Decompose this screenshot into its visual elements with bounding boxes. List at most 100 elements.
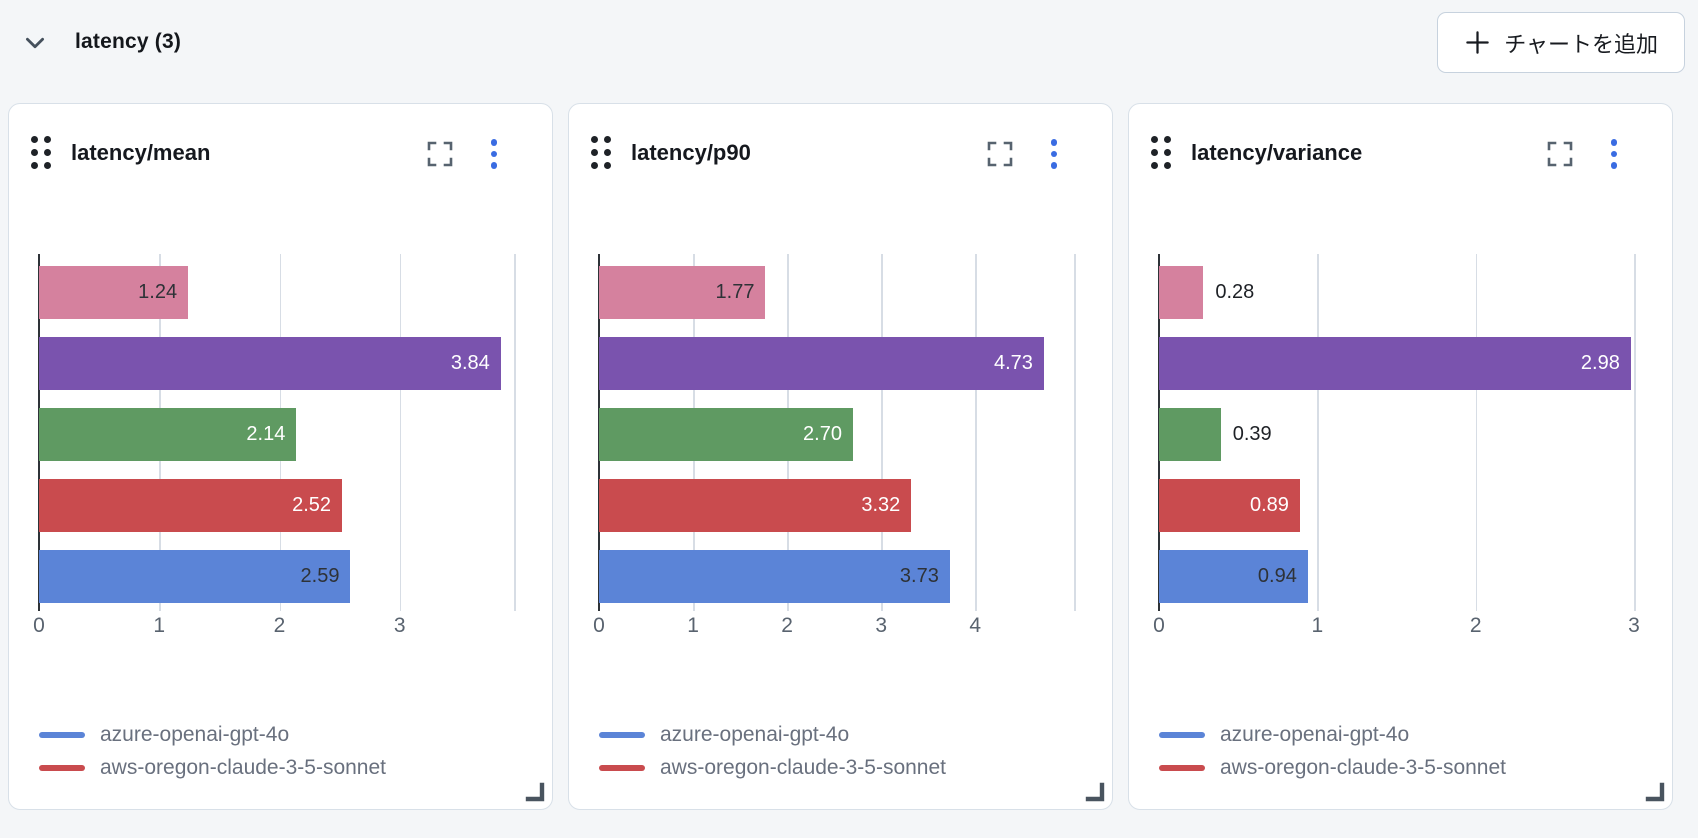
bar-chart: 0.28 2.98 0.39 0.89 0.94 0 1 2 3: [1153, 254, 1640, 637]
bar-value-label: 0.89: [1249, 494, 1289, 516]
chart-panel: latency/p90 1.77 4.73 2.70 3.32 3.73 0 1 2 3 4 az…: [568, 103, 1113, 810]
bar[interactable]: 2.70: [599, 408, 853, 461]
fullscreen-icon[interactable]: [424, 138, 456, 170]
panel-title: latency/variance: [1191, 140, 1363, 165]
bar-value-label: 2.14: [246, 423, 286, 445]
drag-handle-icon[interactable]: [591, 136, 611, 169]
kebab-menu-icon[interactable]: [484, 136, 504, 172]
panel-header: latency/variance: [1129, 134, 1672, 174]
panel-title: latency/mean: [71, 140, 211, 165]
legend-item[interactable]: azure-openai-gpt-4o: [1159, 718, 1506, 751]
bar-value-label: 3.84: [450, 352, 490, 374]
fullscreen-icon[interactable]: [1544, 138, 1576, 170]
x-axis-tick-label: 1: [1311, 614, 1324, 637]
legend-label: aws-oregon-claude-3-5-sonnet: [1220, 755, 1506, 779]
bar[interactable]: 2.14: [39, 408, 297, 461]
gridline: [1634, 254, 1636, 611]
bar[interactable]: 1.24: [39, 266, 189, 319]
add-chart-button-label: チャートを追加: [1504, 31, 1658, 57]
bar-value-label: 2.98: [1580, 352, 1620, 374]
drag-handle-icon[interactable]: [1151, 136, 1171, 169]
chart-panel: latency/mean 1.24 3.84 2.14 2.52 2.59 0 1 2 3 az…: [8, 103, 553, 810]
kebab-menu-icon[interactable]: [1604, 136, 1624, 172]
chart-legend: azure-openai-gpt-4o aws-oregon-claude-3-5…: [1159, 718, 1506, 784]
gridline: [1475, 254, 1478, 611]
section-title: latency (3): [75, 30, 182, 53]
x-axis-tick-label: 3: [1628, 614, 1640, 637]
legend-item[interactable]: aws-oregon-claude-3-5-sonnet: [1159, 751, 1506, 784]
bar[interactable]: 1.77: [599, 266, 766, 319]
x-axis-tick-label: 2: [1469, 614, 1482, 637]
x-axis-tick-label: 0: [593, 614, 605, 637]
section-header: latency (3) チャートを追加: [0, 0, 1698, 103]
bar-value-label: 1.77: [715, 281, 755, 303]
add-chart-button[interactable]: チャートを追加: [1437, 12, 1685, 73]
resize-handle-icon[interactable]: [1645, 782, 1665, 802]
legend-swatch: [39, 764, 85, 771]
plus-icon: [1466, 31, 1489, 54]
legend-item[interactable]: azure-openai-gpt-4o: [39, 718, 386, 751]
x-axis-tick-label: 2: [781, 614, 793, 637]
bar[interactable]: 4.73: [599, 337, 1044, 390]
bar-value-label: 2.59: [300, 565, 340, 587]
bar-value-label: 0.94: [1257, 565, 1297, 587]
bar[interactable]: [1159, 266, 1204, 319]
gridline: [975, 254, 977, 611]
legend-item[interactable]: aws-oregon-claude-3-5-sonnet: [599, 751, 946, 784]
chevron-down-icon: [26, 37, 44, 49]
panels-grid: latency/mean 1.24 3.84 2.14 2.52 2.59 0 1 2 3 az…: [8, 103, 1673, 810]
x-axis-tick-label: 3: [393, 614, 406, 637]
bar[interactable]: 0.94: [1159, 550, 1308, 603]
x-axis-tick-label: 1: [153, 614, 166, 637]
bar[interactable]: 3.84: [39, 337, 501, 390]
bar[interactable]: 2.52: [39, 479, 343, 532]
gridline: [399, 254, 402, 611]
legend-item[interactable]: aws-oregon-claude-3-5-sonnet: [39, 751, 386, 784]
legend-item[interactable]: azure-openai-gpt-4o: [599, 718, 946, 751]
bar-chart: 1.24 3.84 2.14 2.52 2.59 0 1 2 3: [33, 254, 516, 637]
legend-swatch: [39, 731, 85, 738]
bar-chart: 1.77 4.73 2.70 3.32 3.73 0 1 2 3 4: [593, 254, 1076, 637]
bar-value-label: 3.73: [899, 565, 939, 587]
legend-label: azure-openai-gpt-4o: [660, 722, 850, 746]
fullscreen-icon[interactable]: [984, 138, 1016, 170]
x-axis-tick-label: 3: [875, 614, 888, 637]
bar[interactable]: [1159, 408, 1221, 461]
drag-handle-icon[interactable]: [31, 136, 51, 169]
x-axis-tick-label: 0: [1153, 614, 1165, 637]
gridline: [881, 254, 883, 611]
bar-value-label: 0.28: [1215, 281, 1255, 303]
resize-handle-icon[interactable]: [1085, 782, 1105, 802]
chart-legend: azure-openai-gpt-4o aws-oregon-claude-3-5…: [39, 718, 386, 784]
resize-handle-icon[interactable]: [525, 782, 545, 802]
panel-title: latency/p90: [631, 140, 751, 165]
kebab-menu-icon[interactable]: [1044, 136, 1064, 172]
bar[interactable]: 0.89: [1159, 479, 1300, 532]
bar[interactable]: 2.98: [1159, 337, 1631, 390]
bar-value-label: 3.32: [861, 494, 901, 516]
gridline: [514, 254, 516, 611]
legend-swatch: [1159, 731, 1205, 738]
legend-swatch: [599, 731, 645, 738]
bar-value-label: 4.73: [993, 352, 1033, 374]
bar-value-label: 1.24: [138, 281, 178, 303]
chart-panel: latency/variance 0.28 2.98 0.39 0.89 0.94 0 1 2…: [1128, 103, 1673, 810]
legend-label: aws-oregon-claude-3-5-sonnet: [660, 755, 946, 779]
collapse-section-button[interactable]: [18, 26, 52, 60]
legend-label: azure-openai-gpt-4o: [100, 722, 290, 746]
legend-label: aws-oregon-claude-3-5-sonnet: [100, 755, 386, 779]
x-axis-tick-label: 4: [969, 614, 982, 637]
x-axis-tick-label: 1: [687, 614, 699, 637]
bar[interactable]: 2.59: [39, 550, 351, 603]
chart-legend: azure-openai-gpt-4o aws-oregon-claude-3-5…: [599, 718, 946, 784]
bar[interactable]: 3.73: [599, 550, 950, 603]
bar-value-label: 0.39: [1232, 423, 1272, 445]
legend-swatch: [599, 764, 645, 771]
legend-swatch: [1159, 764, 1205, 771]
legend-label: azure-openai-gpt-4o: [1220, 722, 1410, 746]
x-axis-tick-label: 0: [33, 614, 45, 637]
bar[interactable]: 3.32: [599, 479, 912, 532]
gridline: [1074, 254, 1076, 611]
bar-value-label: 2.52: [292, 494, 332, 516]
x-axis-tick-label: 2: [273, 614, 286, 637]
